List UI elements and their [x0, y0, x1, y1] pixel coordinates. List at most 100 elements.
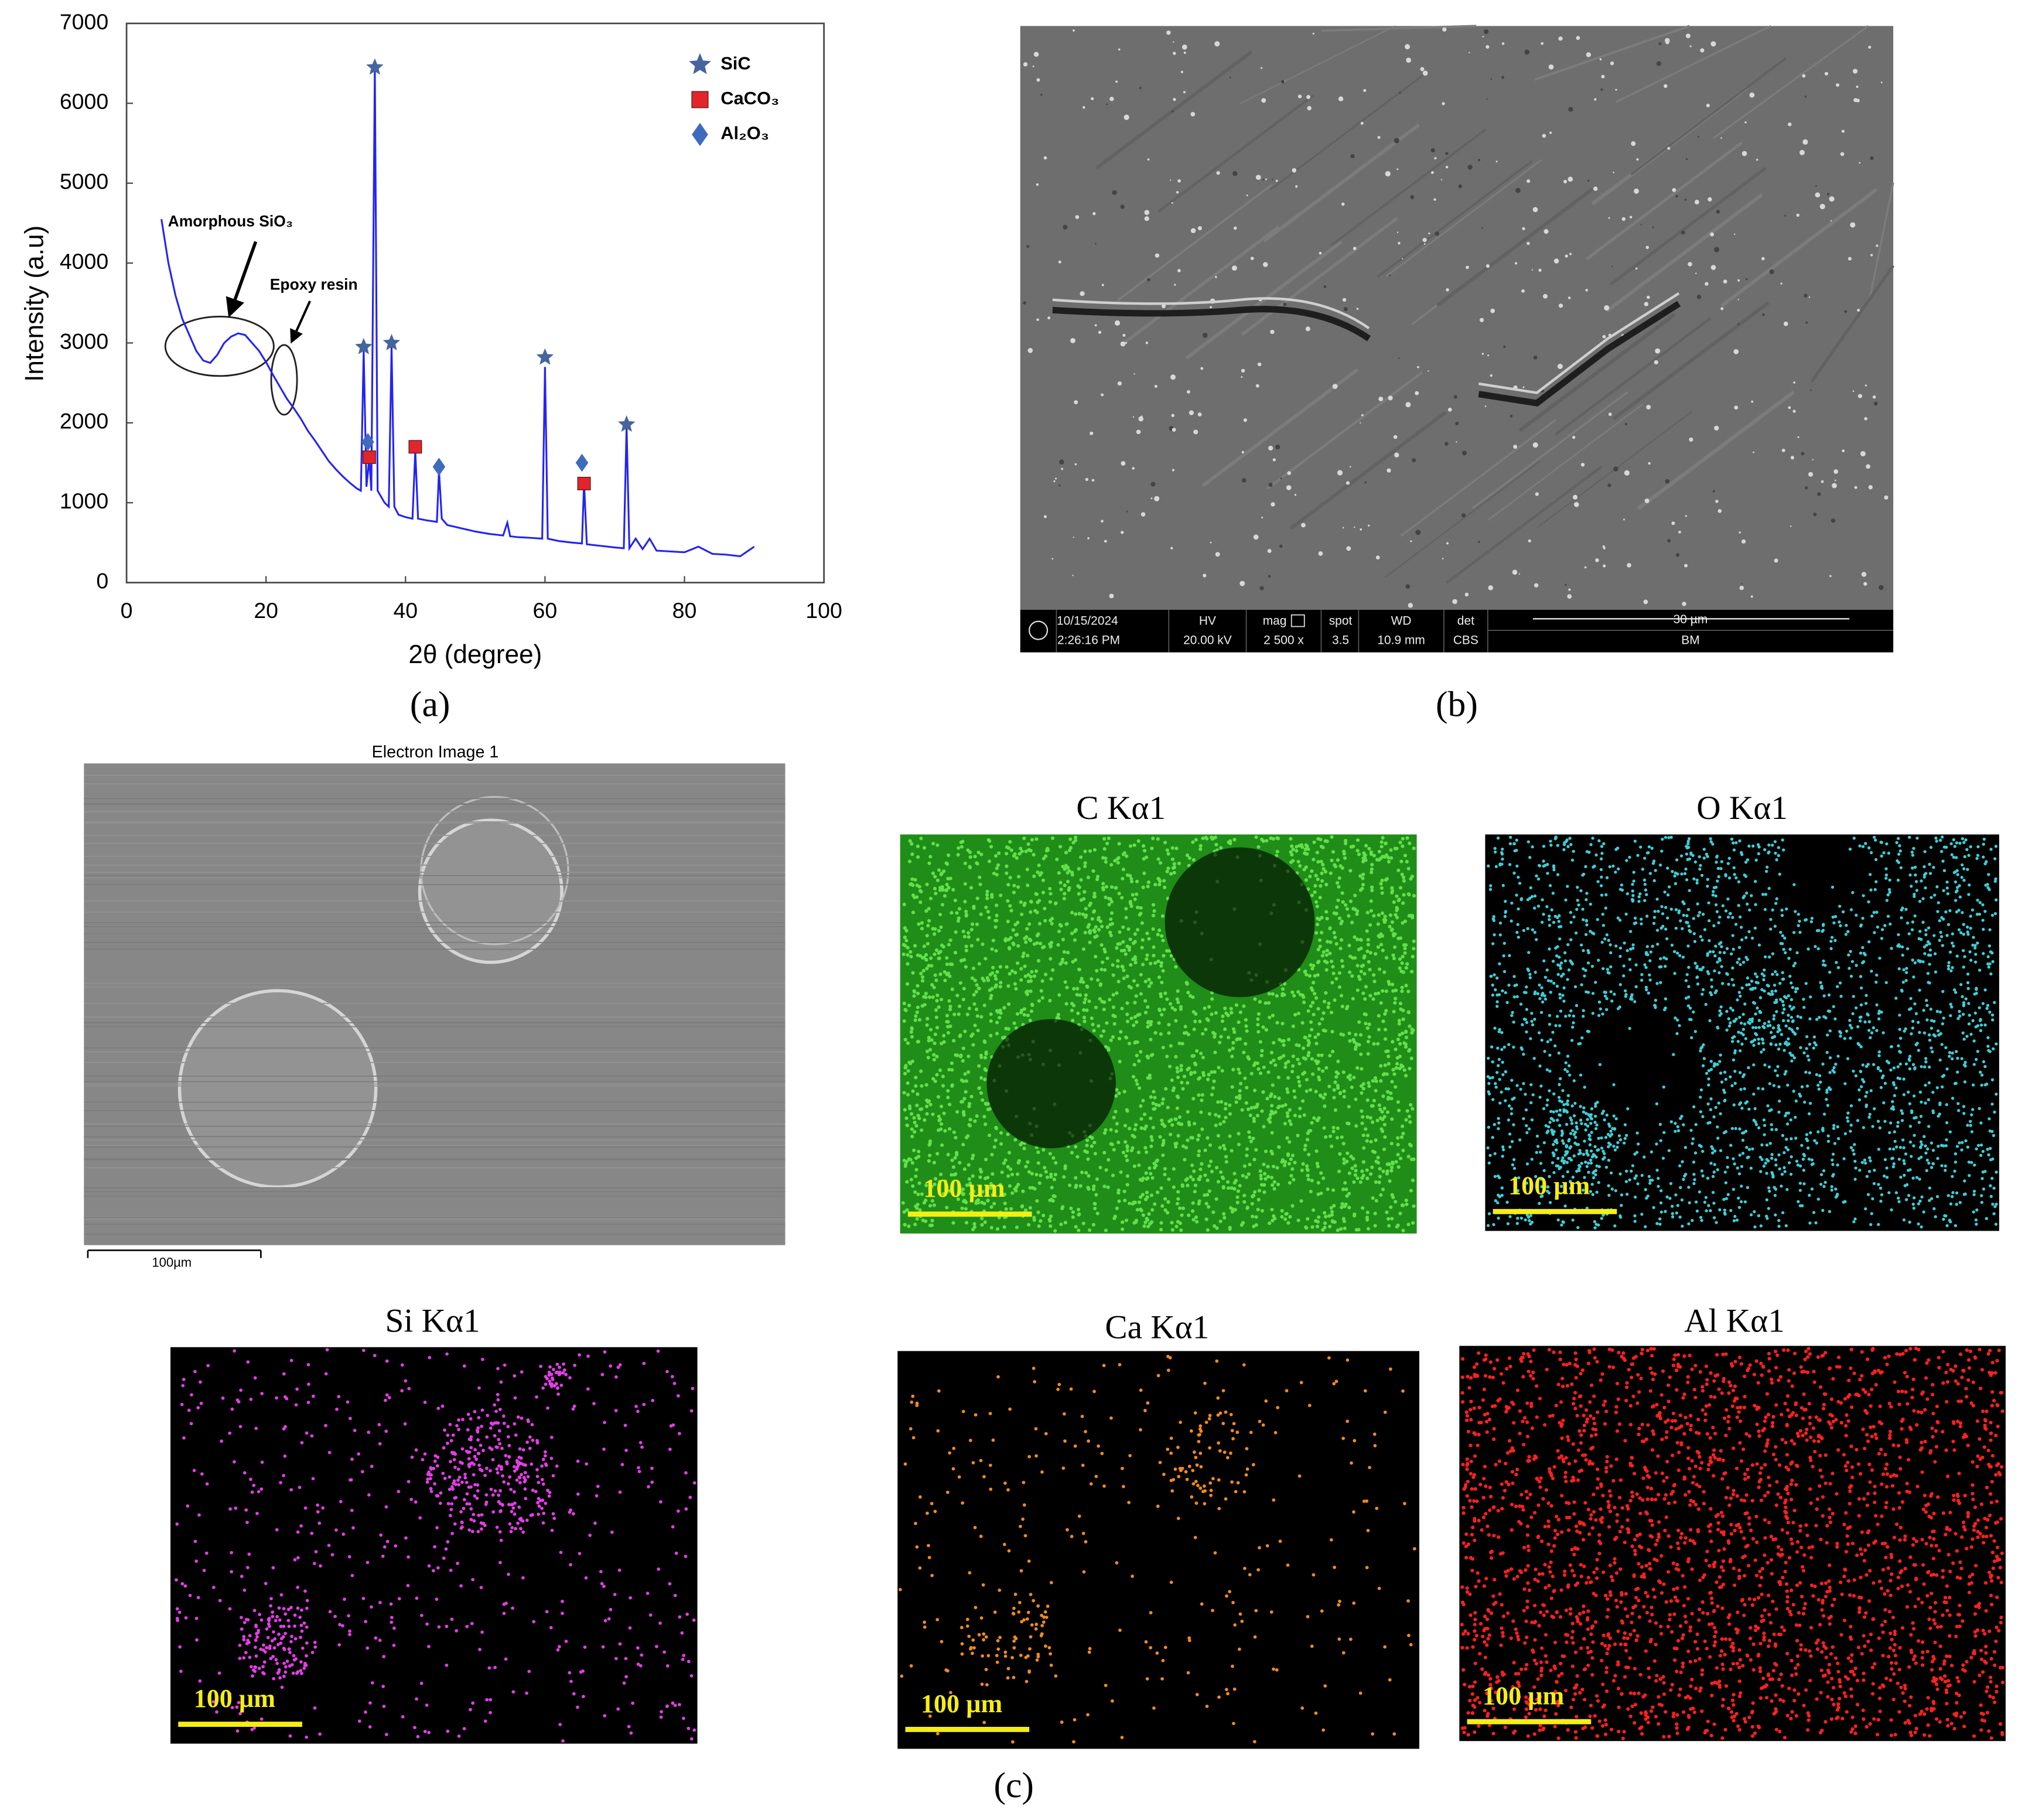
map-dot — [1120, 964, 1124, 968]
map-dot — [1041, 1148, 1046, 1152]
map-dot — [1152, 909, 1156, 913]
sem-speck — [1095, 243, 1097, 245]
map-dot — [1555, 1109, 1559, 1113]
map-dot — [1280, 987, 1285, 991]
map-dot — [1512, 1096, 1516, 1100]
map-dot — [1907, 932, 1911, 935]
map-dot — [1146, 1076, 1150, 1080]
map-dot — [1904, 979, 1908, 982]
map-dot — [1319, 884, 1323, 888]
map-dot — [1077, 911, 1081, 916]
map-dot — [1980, 1177, 1984, 1180]
map-dot — [1320, 879, 1324, 883]
map-dot — [1083, 930, 1087, 935]
map-dot — [1736, 961, 1739, 964]
map-background — [900, 834, 1417, 1234]
map-dot — [1766, 865, 1769, 869]
map-dot — [1642, 878, 1647, 882]
panel-label: (a) — [410, 685, 450, 725]
map-dot — [1343, 1204, 1347, 1208]
map-dot — [1231, 1046, 1235, 1050]
map-dot — [1529, 1101, 1533, 1105]
map-dot — [1991, 960, 1995, 964]
map-dot — [1962, 1037, 1966, 1041]
map-dot — [969, 927, 974, 932]
annotation-ellipse — [270, 344, 298, 416]
map-dot — [1189, 994, 1193, 998]
map-dot — [1708, 1019, 1712, 1023]
map-dot — [1134, 994, 1138, 998]
map-dot — [1583, 974, 1586, 978]
map-dot — [1796, 1015, 1799, 1018]
sem-speck — [1154, 384, 1157, 388]
map-dot — [941, 945, 945, 949]
map-dot — [1412, 939, 1416, 943]
map-dot — [1306, 847, 1310, 851]
map-dot — [1006, 1174, 1010, 1178]
map-dot — [1922, 865, 1926, 869]
map-dot — [955, 1110, 959, 1114]
map-dot — [1124, 1140, 1128, 1144]
sem-speck — [1739, 585, 1744, 590]
map-dot — [1945, 1121, 1949, 1125]
map-dot — [1022, 1146, 1026, 1150]
map-dot — [1107, 836, 1111, 841]
sem-speck — [1043, 156, 1047, 160]
map-dot — [1029, 910, 1033, 914]
y-tick-label: 3000 — [60, 329, 108, 353]
map-dot — [987, 1133, 992, 1138]
map-dot — [1387, 1162, 1391, 1166]
sem-speck — [1350, 466, 1351, 468]
map-dot — [1140, 1193, 1145, 1197]
map-dot — [1802, 1152, 1805, 1156]
map-dot — [1921, 920, 1925, 924]
sem-info-text: 3.5 — [1332, 633, 1349, 647]
map-dot — [1301, 1099, 1305, 1103]
map-dot — [1804, 1070, 1808, 1074]
map-dot — [1378, 1116, 1382, 1120]
map-dot — [1230, 1210, 1235, 1214]
map-dot — [1133, 961, 1138, 965]
map-dot — [1162, 1138, 1166, 1143]
map-dot — [1821, 1208, 1825, 1212]
map-dot — [1600, 845, 1604, 848]
map-dot — [1387, 1054, 1391, 1058]
map-dot — [1301, 1046, 1306, 1050]
map-dot — [974, 1007, 979, 1012]
map-dot — [985, 896, 989, 900]
map-dot — [1224, 1107, 1228, 1111]
map-dot — [1352, 1180, 1356, 1184]
map-dot — [1322, 1126, 1326, 1130]
map-dot — [1867, 1156, 1872, 1160]
map-dot — [1306, 1217, 1310, 1221]
map-dot — [1886, 893, 1890, 897]
map-dot — [1003, 1158, 1008, 1162]
map-dot — [916, 984, 920, 988]
sem-speck — [1139, 87, 1142, 90]
map-dot — [1657, 1176, 1660, 1180]
map-dot — [1400, 1203, 1404, 1207]
sem-streak — [1377, 160, 1533, 278]
map-dot — [1741, 1138, 1745, 1142]
sem-speck — [1829, 575, 1832, 578]
sem-speck — [1190, 228, 1196, 233]
map-dot — [1149, 1023, 1153, 1027]
sem-speck — [1043, 515, 1047, 518]
map-dot — [931, 1112, 935, 1116]
map-dot — [914, 1075, 918, 1080]
map-dot — [1057, 930, 1061, 934]
map-dot — [1618, 887, 1623, 891]
sem-speck — [1479, 317, 1484, 322]
map-dot — [1869, 1089, 1873, 1092]
map-dot — [926, 924, 930, 928]
map-dot — [1721, 904, 1725, 907]
sem-speck — [1783, 321, 1788, 326]
map-dot — [1535, 874, 1538, 877]
map-dot — [1013, 982, 1017, 986]
map-dot — [954, 1136, 958, 1140]
map-dot — [1324, 1214, 1328, 1218]
map-dot — [1706, 1176, 1710, 1180]
map-dot — [1701, 1115, 1705, 1118]
sem-speck — [1684, 564, 1688, 568]
map-dot — [1528, 856, 1532, 859]
